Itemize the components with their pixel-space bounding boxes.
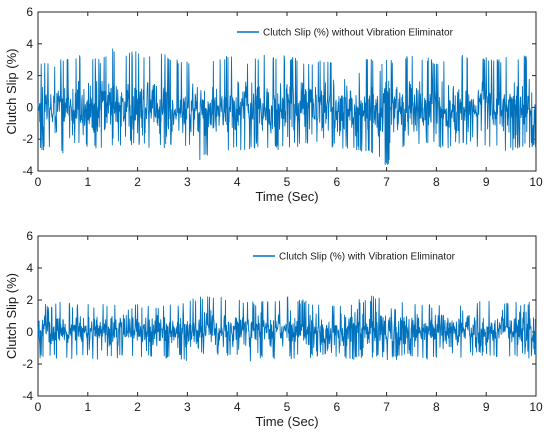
y-tick-label: 6 (26, 5, 33, 19)
y-tick-label: 6 (26, 229, 33, 243)
y-tick-label: 2 (26, 69, 33, 83)
x-tick-label: 2 (134, 175, 141, 189)
y-tick-label: -2 (22, 357, 33, 371)
chart-with-eliminator: 0 1 2 3 4 5 6 7 8 9 10 -4 -2 0 2 4 6 Clutch Slip (%) wit… (4, 229, 543, 429)
x-tick-label: 6 (333, 400, 340, 414)
x-tick-label: 3 (184, 175, 191, 189)
x-tick-label: 3 (184, 400, 191, 414)
x-tick-label: 10 (529, 400, 543, 414)
x-tick-label: 4 (234, 175, 241, 189)
y-tick-label: 2 (26, 293, 33, 307)
x-tick-label: 9 (483, 175, 490, 189)
x-tick-label: 1 (84, 175, 91, 189)
x-tick-label: 5 (284, 400, 291, 414)
legend: Clutch Slip (%) with Vibration Eliminato… (253, 252, 456, 263)
x-tick-label: 1 (84, 400, 91, 414)
y-axis-label: Clutch Slip (%) (4, 273, 19, 359)
x-tick-label: 7 (383, 400, 390, 414)
series-line-without-eliminator (37, 48, 537, 165)
y-tick-label: 0 (26, 100, 33, 114)
x-tick-label: 8 (433, 400, 440, 414)
x-tick-label: 2 (134, 400, 141, 414)
series-line-with-eliminator (37, 295, 537, 362)
chart-without-eliminator: 0 1 2 3 4 5 6 7 8 9 10 -4 -2 0 2 4 6 Clutch Slip (%) wit… (4, 5, 543, 204)
x-tick-label: 6 (333, 175, 340, 189)
y-axis-label: Clutch Slip (%) (4, 49, 19, 135)
y-tick-label: 4 (26, 37, 33, 51)
x-tick-label: 8 (433, 175, 440, 189)
x-tick-label: 10 (529, 175, 543, 189)
legend-label: Clutch Slip (%) without Vibration Elimin… (263, 28, 454, 39)
x-tick-label: 7 (383, 175, 390, 189)
y-tick-label: 0 (26, 325, 33, 339)
x-tick-label: 4 (234, 400, 241, 414)
axis-ticks: 0 1 2 3 4 5 6 7 8 9 10 -4 -2 0 2 4 6 (22, 229, 543, 414)
y-tick-label: 4 (26, 261, 33, 275)
x-axis-label: Time (Sec) (255, 414, 318, 429)
x-axis-label: Time (Sec) (255, 189, 318, 204)
x-tick-label: 0 (35, 175, 42, 189)
x-tick-label: 9 (483, 400, 490, 414)
y-tick-label: -2 (22, 132, 33, 146)
y-tick-label: -4 (22, 389, 33, 403)
y-tick-label: -4 (22, 164, 33, 178)
x-tick-label: 5 (284, 175, 291, 189)
x-tick-label: 0 (35, 400, 42, 414)
legend: Clutch Slip (%) without Vibration Elimin… (237, 28, 454, 39)
axis-ticks: 0 1 2 3 4 5 6 7 8 9 10 -4 -2 0 2 4 6 (22, 5, 543, 189)
legend-label: Clutch Slip (%) with Vibration Eliminato… (279, 252, 456, 263)
